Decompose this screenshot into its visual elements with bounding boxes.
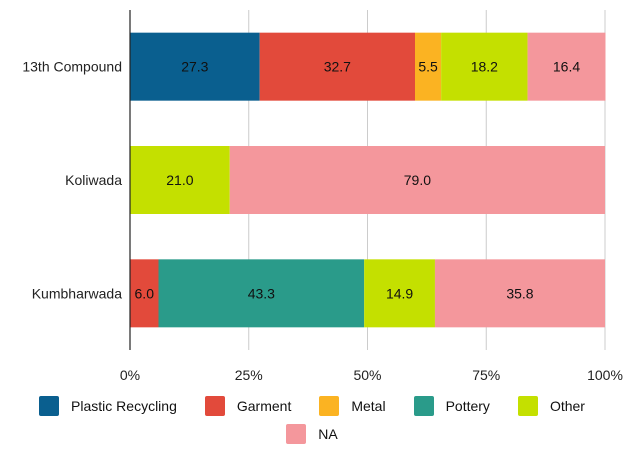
legend-label: NA <box>318 426 338 442</box>
bar-segment <box>415 32 442 101</box>
bar-segment <box>130 146 230 214</box>
data-label: 21.0 <box>166 172 193 188</box>
legend-swatch <box>319 396 340 416</box>
x-tick-label: 25% <box>235 367 263 383</box>
legend-item: NA <box>286 424 338 444</box>
legend-item: Plastic Recycling <box>39 396 177 416</box>
legend-label: Pottery <box>445 398 490 414</box>
legend-swatch <box>517 396 538 416</box>
legend-item: Metal <box>319 396 386 416</box>
legend-label: Garment <box>236 398 292 414</box>
legend-label: Plastic Recycling <box>71 398 177 414</box>
x-tick-label: 50% <box>353 367 381 383</box>
chart-legend: Plastic Recycling Garment Metal Pottery Othe… <box>0 396 624 452</box>
category-label: Koliwada <box>65 172 122 188</box>
bar-segment <box>229 146 605 214</box>
x-tick-label: 100% <box>587 367 623 383</box>
legend-item: Pottery <box>413 396 490 416</box>
category-label: 13th Compound <box>22 59 122 75</box>
legend-swatch <box>286 424 307 444</box>
bar-segment <box>158 259 365 328</box>
bar-segment <box>259 32 415 101</box>
legend-swatch <box>413 396 434 416</box>
data-label: 6.0 <box>135 285 155 301</box>
legend-swatch <box>39 396 60 416</box>
data-label: 5.5 <box>418 59 438 75</box>
data-label: 79.0 <box>404 172 431 188</box>
data-label: 16.4 <box>553 59 580 75</box>
bar-segment <box>441 32 528 101</box>
bar-segment <box>130 259 159 328</box>
data-label: 27.3 <box>181 59 208 75</box>
data-label: 32.7 <box>324 59 351 75</box>
category-label: Kumbharwada <box>32 285 122 301</box>
x-tick-label: 75% <box>472 367 500 383</box>
legend-item: Garment <box>204 396 292 416</box>
bar-segment <box>130 32 260 101</box>
bar-segment <box>364 259 435 328</box>
legend-item: Other <box>517 396 585 416</box>
data-label: 43.3 <box>248 285 275 301</box>
legend-label: Other <box>549 398 585 414</box>
data-label: 35.8 <box>506 285 533 301</box>
data-label: 18.2 <box>471 59 498 75</box>
legend-row: NA <box>0 424 624 444</box>
legend-row: Plastic Recycling Garment Metal Pottery Othe… <box>0 396 624 416</box>
bar-segment <box>527 32 606 101</box>
bar-segment <box>434 259 605 328</box>
legend-label: Metal <box>351 398 386 414</box>
data-label: 14.9 <box>386 285 413 301</box>
x-tick-label: 0% <box>120 367 140 383</box>
legend-swatch <box>204 396 225 416</box>
